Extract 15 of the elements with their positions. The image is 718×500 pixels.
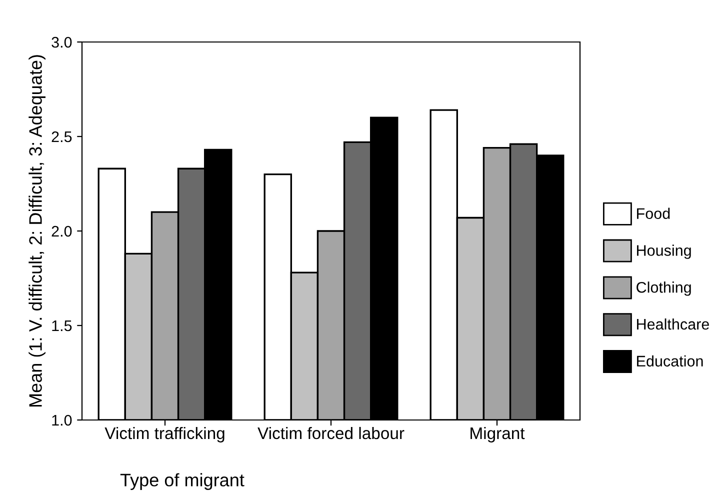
y-tick-label: 1.5 — [52, 320, 72, 332]
legend-label: Education — [637, 355, 703, 367]
y-axis-title: Mean (1: V. difficult, 2: Difficult, 3: Adequate) — [28, 55, 46, 407]
legend-label: Healthcare — [637, 318, 709, 330]
x-tick-label: Victim trafficking — [104, 426, 224, 442]
y-tick-label: 2.5 — [52, 131, 72, 142]
x-tick-label: Victim forced labour — [258, 426, 404, 440]
legend-label: Food — [637, 208, 670, 219]
y-tick-label: 1.0 — [52, 414, 72, 426]
legend-label: Housing — [637, 244, 691, 259]
y-tick-label: 3.0 — [52, 36, 72, 48]
x-tick-label: Migrant — [470, 426, 525, 442]
x-axis-title: Type of migrant — [120, 473, 244, 490]
legend-label: Clothing — [636, 282, 691, 296]
y-tick-label: 2.0 — [52, 226, 72, 237]
